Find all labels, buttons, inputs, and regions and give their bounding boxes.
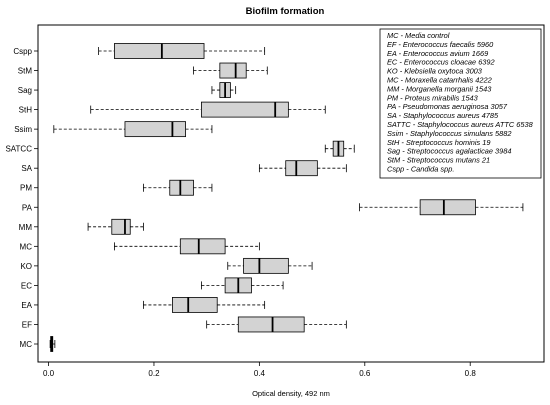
- iqr-box: [114, 43, 205, 59]
- y-tick-label-ec: EC: [21, 281, 32, 290]
- y-tick-label-cspp: Cspp: [13, 47, 32, 56]
- category-tick-labels: MC EF EA EC KO MC MM PA PM SA SATCC Ssim StH Sag StM Cs…: [5, 47, 38, 349]
- y-tick-label-ssim: Ssim: [14, 125, 32, 134]
- iqr-box: [285, 160, 318, 177]
- plot-frame: [37, 24, 545, 363]
- legend-entry-6: MM - Morganella morganii 1543: [387, 84, 492, 93]
- boxplot-ef-1: [206, 316, 347, 333]
- iqr-box: [419, 199, 476, 216]
- y-tick-label-ea: EA: [21, 301, 32, 310]
- y-tick-label-ef: EF: [22, 320, 32, 329]
- iqr-box: [179, 238, 226, 255]
- legend-entry-7: PM - Proteus mirabilis 1543: [387, 93, 479, 102]
- boxplot-sth-12: [90, 101, 326, 118]
- legend-entry-1: EF - Enterococcus faecalis 5960: [387, 40, 494, 49]
- boxplot-mm-6: [87, 218, 144, 235]
- boxplot-ea-2: [143, 297, 266, 313]
- boxes-layer: [49, 43, 524, 352]
- boxplot-mc-0: [49, 336, 56, 352]
- boxplot-sag-13: [211, 82, 237, 98]
- boxplot-ec-3: [200, 277, 284, 294]
- iqr-box: [124, 121, 186, 138]
- legend-box: [379, 28, 542, 179]
- legend-entry-11: Ssim - Staphylococcus simulans 5882: [387, 129, 511, 138]
- x-tick-label-4: 0.8: [465, 369, 477, 378]
- boxplot-stm-14: [193, 62, 268, 79]
- boxplot-ko-4: [227, 257, 313, 274]
- legend-entry-15: Cspp - Candida spp.: [387, 165, 454, 174]
- legend-entry-10: SATTC - Staphylococcus aureus ATTC 6538: [387, 120, 534, 129]
- boxplot-satcc-10: [324, 140, 355, 157]
- x-tick-labels: 0.0 0.2 0.4 0.6 0.8: [43, 362, 476, 378]
- y-tick-label-ko: KO: [20, 262, 32, 271]
- y-tick-label-stm: StM: [18, 67, 33, 76]
- boxplot-pa-7: [359, 199, 524, 216]
- x-tick-label-1: 0.2: [148, 369, 160, 378]
- legend-entry-2: EA - Enterococcus avium 1669: [387, 49, 488, 58]
- boxplot-ssim-11: [53, 121, 213, 138]
- chart-title: Biofilm formation: [246, 6, 325, 17]
- iqr-box: [219, 62, 247, 79]
- y-tick-label-satcc: SATCC: [5, 145, 32, 154]
- boxplot-pm-8: [143, 179, 213, 196]
- x-tick-label-3: 0.6: [359, 369, 371, 378]
- iqr-box: [111, 218, 131, 235]
- boxplot-sa-9: [258, 160, 347, 177]
- legend-entry-4: KO - Klebsiella oxytoca 3003: [387, 67, 483, 76]
- y-tick-label-mc: MC: [20, 242, 33, 251]
- legend-entry-5: MC - Moraxella catarrhalis 4222: [387, 76, 492, 85]
- iqr-box: [169, 179, 194, 196]
- y-tick-label-sa: SA: [21, 164, 32, 173]
- y-tick-label-mm: MM: [19, 223, 33, 232]
- legend-entry-8: PA - Pseudomonas aeruginosa 3057: [387, 102, 508, 111]
- y-tick-label-pa: PA: [22, 203, 33, 212]
- boxplot-mc-5: [114, 238, 260, 255]
- iqr-box: [237, 316, 305, 333]
- iqr-box: [200, 101, 289, 118]
- boxplot-cspp-15: [98, 43, 266, 59]
- x-axis-title: Optical density, 492 nm: [252, 389, 330, 398]
- iqr-box: [172, 297, 218, 313]
- legend-entry-3: EC - Enterococcus cloacae 6392: [387, 58, 495, 67]
- y-tick-label-pm: PM: [20, 184, 32, 193]
- y-tick-label-mc: MC: [20, 340, 33, 349]
- legend-entry-0: MC - Media control: [387, 31, 450, 40]
- legend-entry-12: StH - Streptococcus hominis 19: [387, 138, 491, 147]
- iqr-box: [243, 257, 289, 274]
- x-tick-label-0: 0.0: [43, 369, 55, 378]
- legend-entry-13: Sag - Streptococcus agalacticae 3984: [387, 147, 512, 156]
- y-tick-label-sth: StH: [19, 106, 33, 115]
- legend-entry-14: StM - Streptococcus mutans 21: [387, 156, 490, 165]
- y-tick-label-sag: Sag: [18, 86, 32, 95]
- legend-entry-9: SA - Staphylococcus aureus 4785: [387, 111, 499, 120]
- x-tick-label-2: 0.4: [254, 369, 266, 378]
